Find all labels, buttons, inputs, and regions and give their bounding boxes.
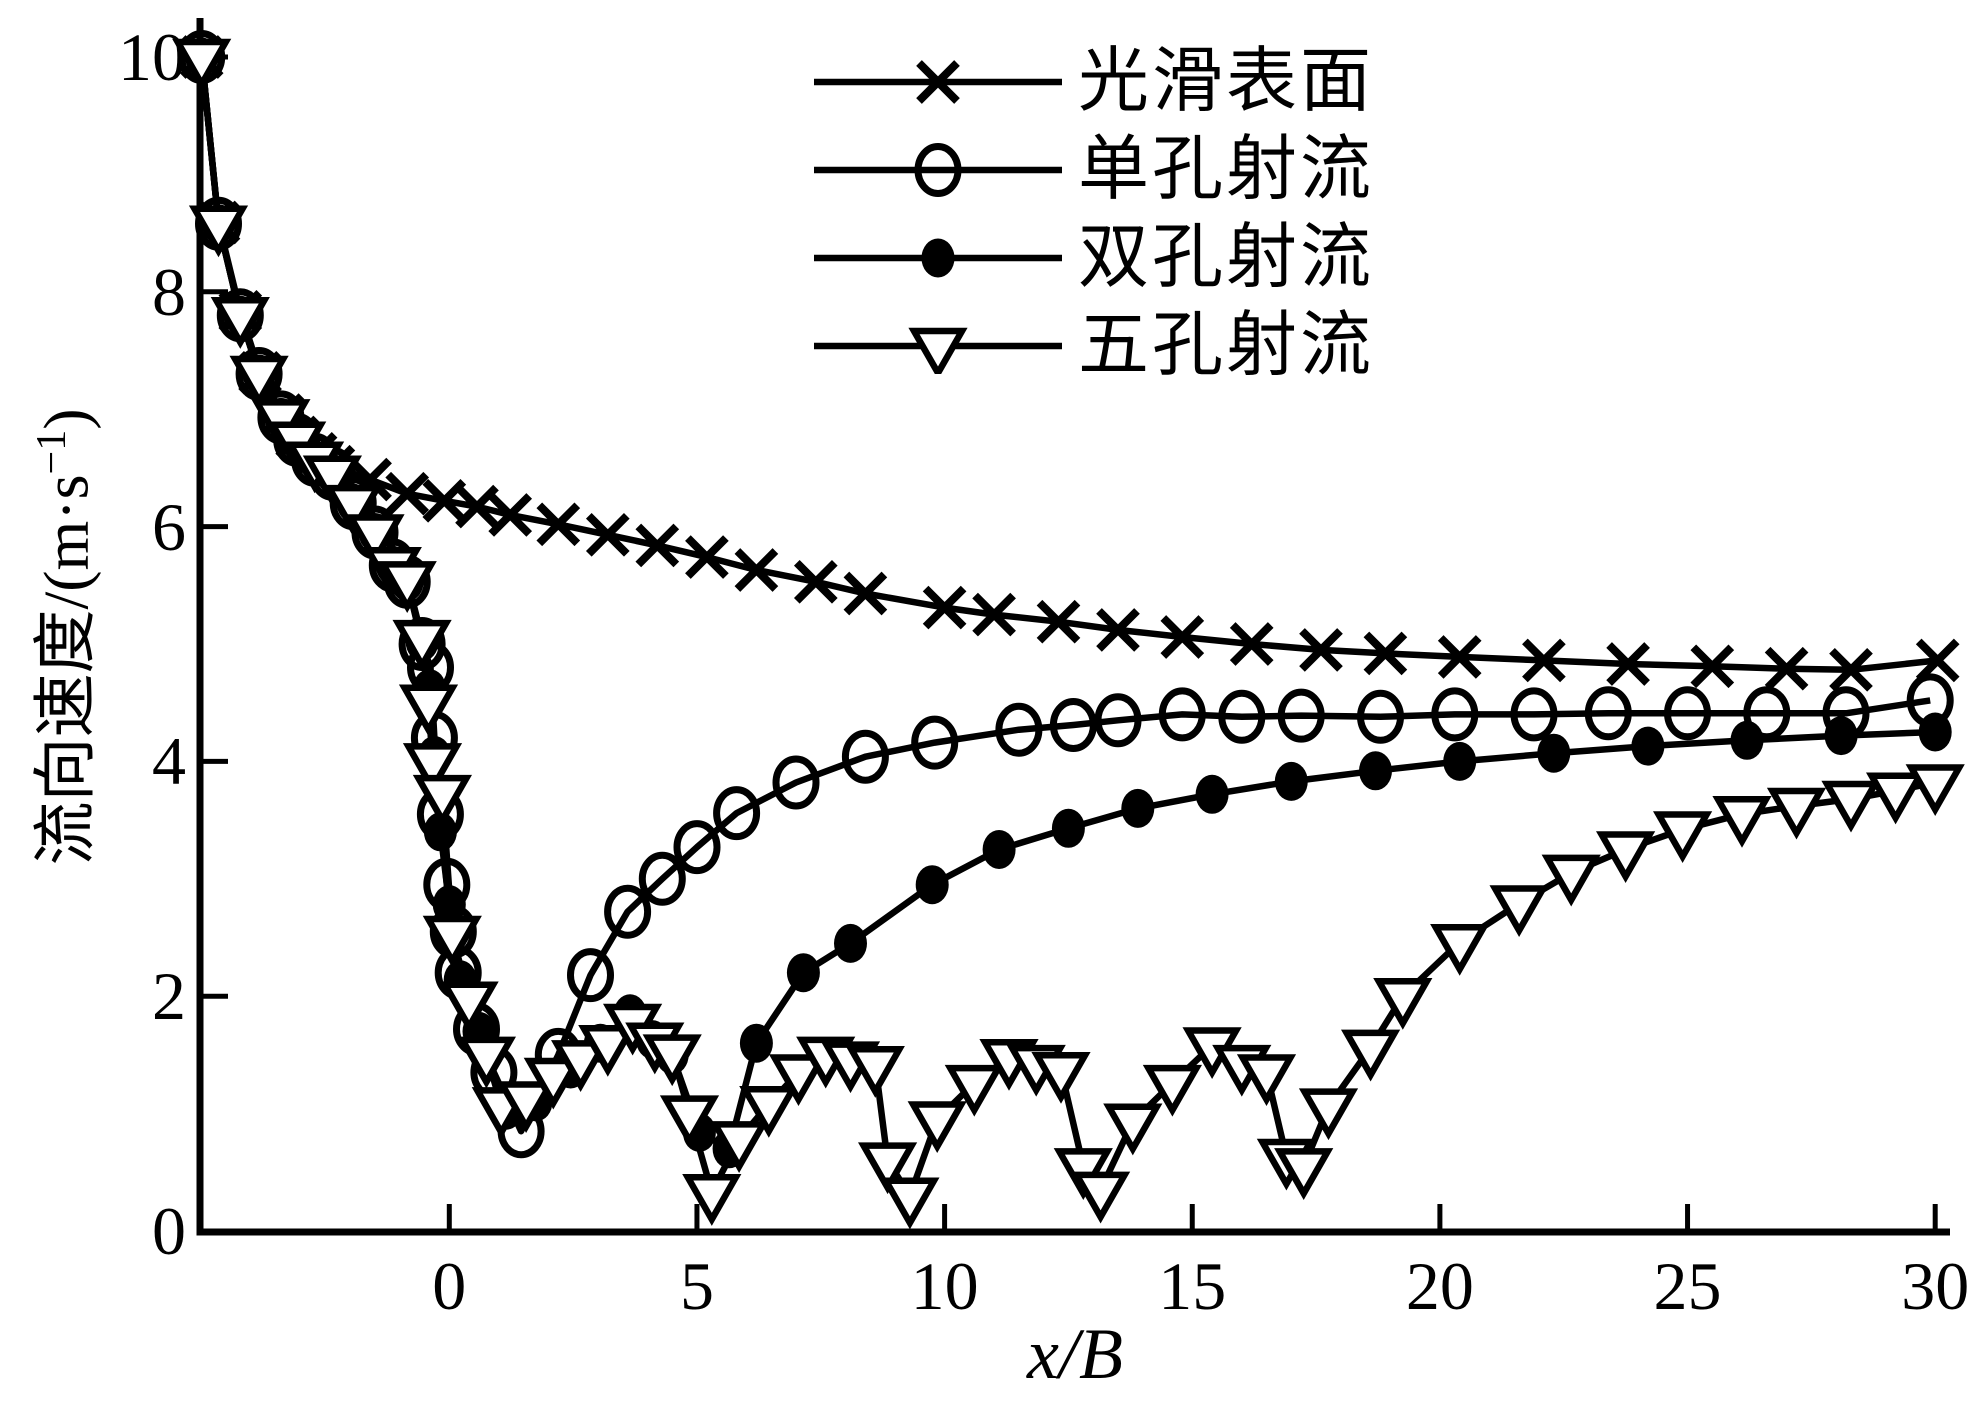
open-triangle-marker-line-icon (814, 327, 1062, 374)
filled-circle-marker-line-icon (814, 238, 1062, 278)
legend-item-double-hole-jet: 双孔射流 (812, 214, 1374, 302)
open-circle-marker-line-icon (814, 143, 1062, 197)
x-axis-title: x/B (1027, 1314, 1123, 1394)
y-tick-label: 4 (152, 723, 186, 800)
y-tick-label: 0 (152, 1193, 186, 1269)
y-tick-label: 8 (152, 253, 186, 330)
legend-item-single-hole-jet: 单孔射流 (812, 126, 1374, 214)
x-tick-label: 15 (1158, 1248, 1227, 1324)
legend-item-five-hole-jet: 五孔射流 (812, 302, 1374, 390)
y-tick-label: 6 (152, 488, 186, 565)
legend-item-smooth-surface: 光滑表面 (812, 38, 1374, 126)
y-tick-label: 2 (152, 958, 186, 1035)
legend: 光滑表面 单孔射流 双孔射流 五孔射流 (812, 38, 1374, 390)
y-axis-title-close: ) (30, 408, 102, 430)
legend-label: 五孔射流 (1078, 306, 1375, 385)
y-axis-title-text: 流向速度/(m·s (30, 474, 102, 866)
legend-label: 单孔射流 (1078, 130, 1375, 209)
y-axis-title: 流向速度/(m·s−1) (9, 27, 101, 1247)
legend-label: 双孔射流 (1078, 218, 1375, 297)
x-marker-line-icon (814, 60, 1062, 104)
x-tick-label: 5 (679, 1248, 714, 1324)
x-tick-label: 20 (1405, 1248, 1474, 1324)
x-tick-label: 25 (1653, 1248, 1722, 1324)
legend-label: 光滑表面 (1078, 42, 1375, 121)
x-tick-label: 10 (910, 1248, 979, 1324)
x-tick-label: 30 (1901, 1248, 1970, 1324)
x-tick-label: 0 (432, 1248, 467, 1324)
y-tick-label: 10 (118, 19, 186, 95)
y-axis-title-superscript: −1 (29, 429, 75, 475)
